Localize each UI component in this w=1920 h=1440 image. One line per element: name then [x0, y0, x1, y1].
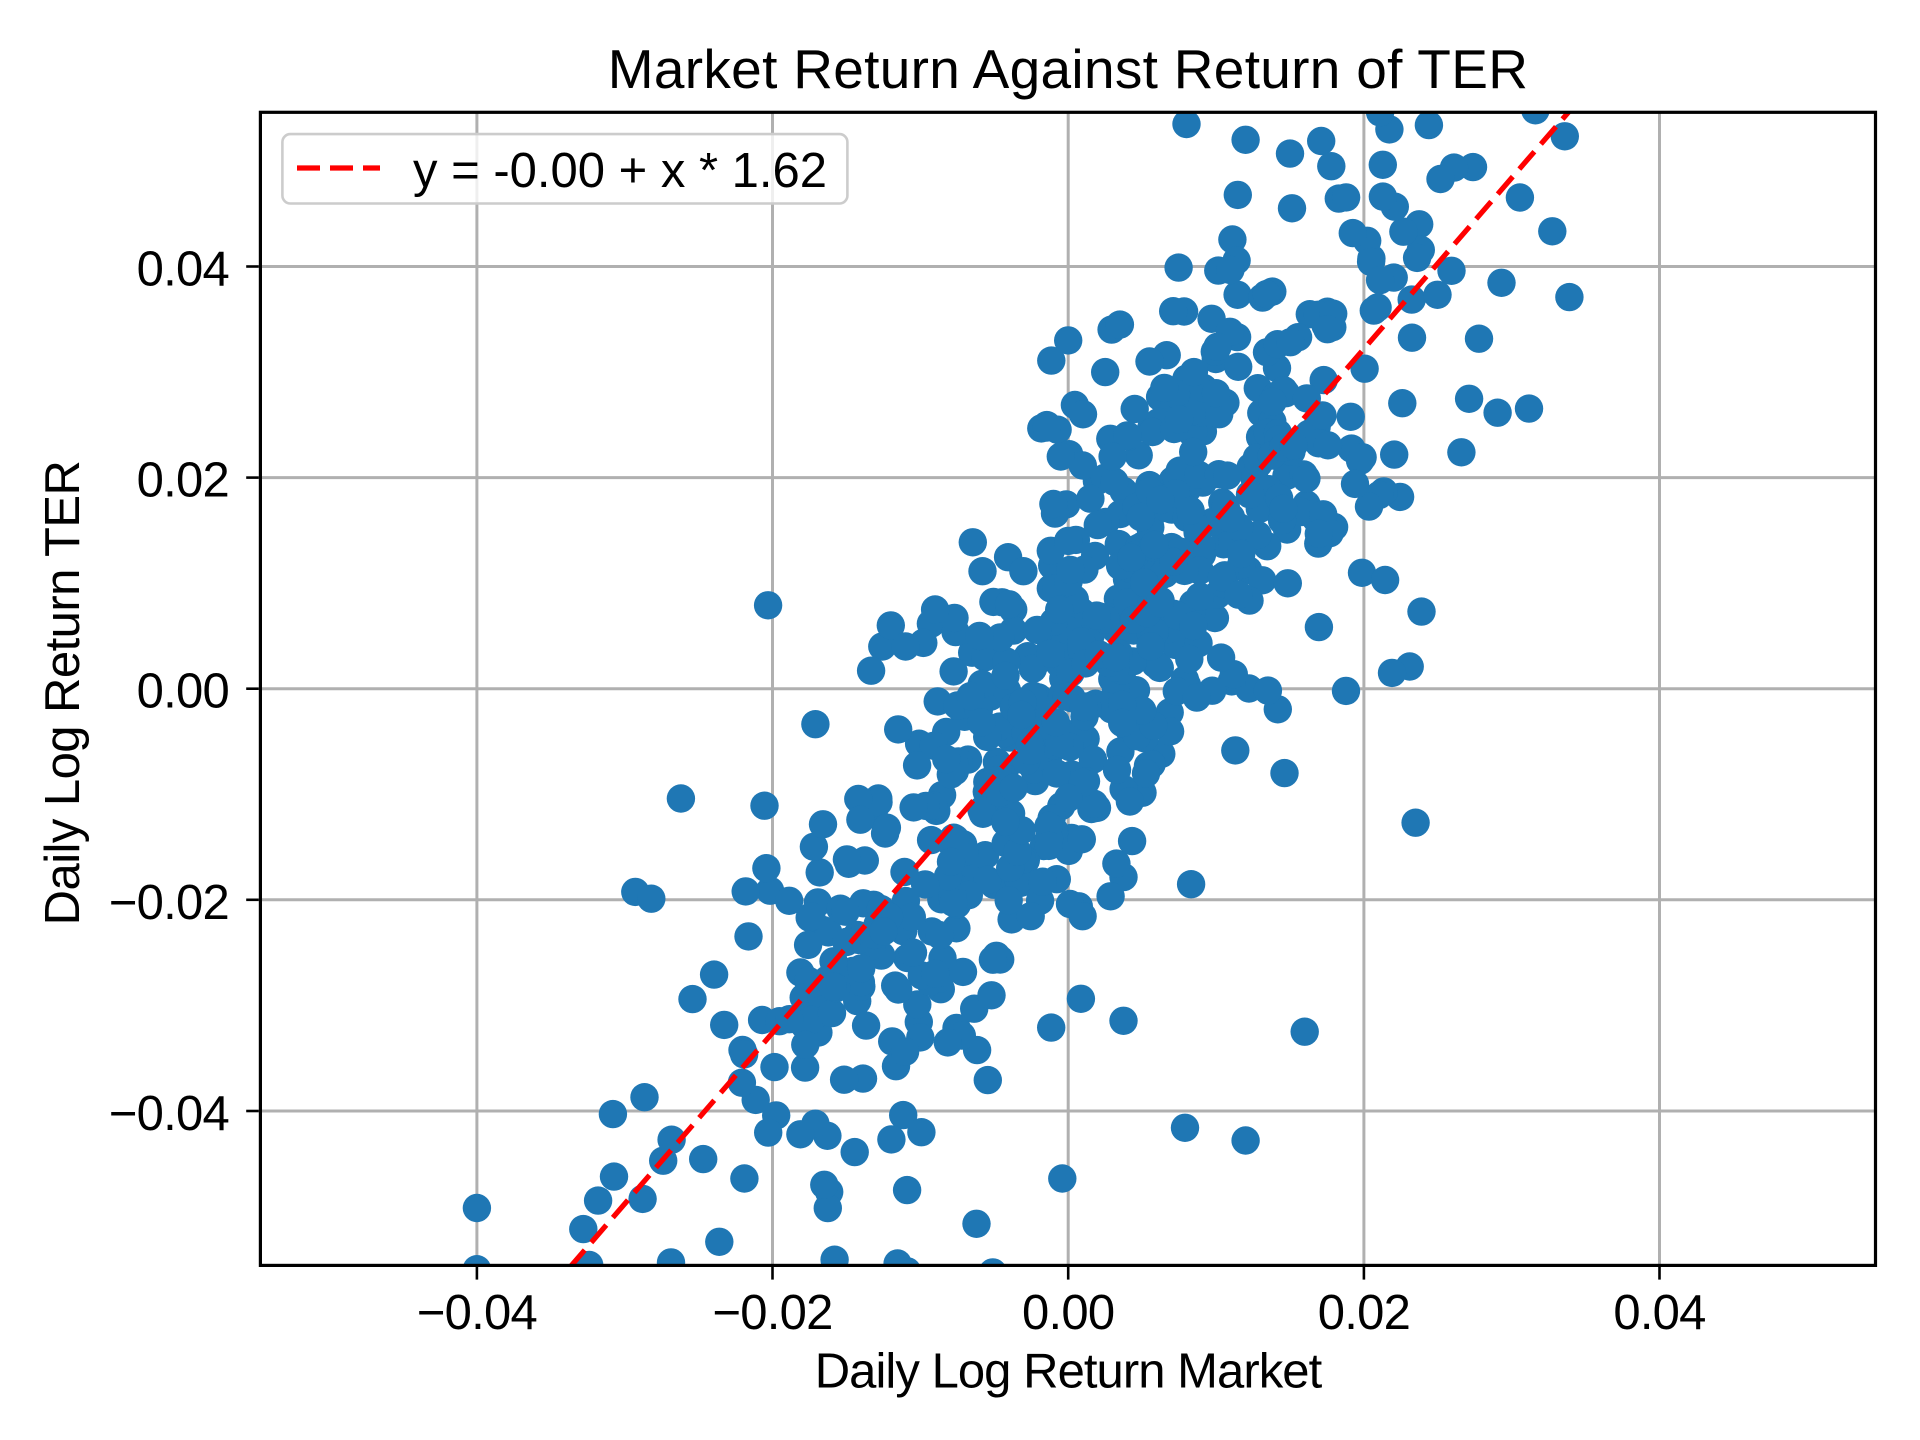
svg-text:−0.02: −0.02 [712, 1286, 832, 1340]
svg-text:0.00: 0.00 [1022, 1286, 1114, 1340]
svg-text:Market Return Against Return o: Market Return Against Return of TER [608, 38, 1528, 100]
svg-text:−0.04: −0.04 [417, 1286, 537, 1340]
svg-text:0.04: 0.04 [1613, 1286, 1705, 1340]
svg-text:0.02: 0.02 [1318, 1286, 1410, 1340]
svg-text:0.02: 0.02 [137, 454, 229, 508]
svg-text:y = -0.00 + x * 1.62: y = -0.00 + x * 1.62 [413, 144, 827, 198]
svg-text:Daily Log Return Market: Daily Log Return Market [815, 1345, 1323, 1399]
svg-text:−0.02: −0.02 [109, 876, 229, 930]
svg-text:−0.04: −0.04 [109, 1087, 229, 1141]
svg-text:0.04: 0.04 [137, 243, 229, 297]
svg-text:0.00: 0.00 [137, 665, 229, 719]
svg-text:Daily Log Return TER: Daily Log Return TER [36, 461, 90, 926]
